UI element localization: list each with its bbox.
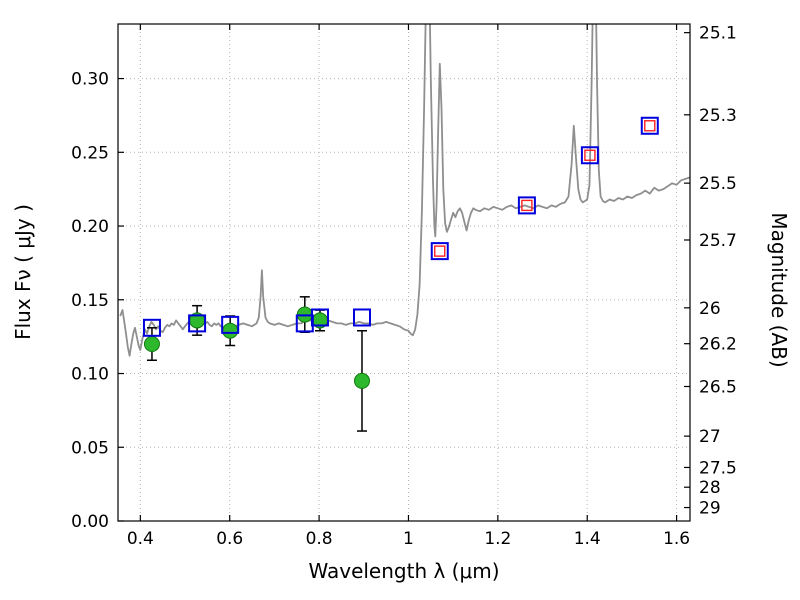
magnitude-tick-label: 25.3 (699, 106, 737, 126)
model-photometry-point (221, 315, 240, 334)
x-tick-label: 1.4 (574, 529, 601, 549)
model-photometry-point (188, 314, 207, 333)
x-tick-label: 1.6 (663, 529, 690, 549)
flux-tick-label: 0.05 (71, 438, 109, 458)
x-axis-label: Wavelength λ (μm) (308, 559, 499, 583)
magnitude-tick-label: 27 (699, 427, 721, 447)
flux-tick-label: 0.25 (71, 143, 109, 163)
magnitude-tick-label: 25.5 (699, 174, 737, 194)
x-tick-label: 1.2 (484, 529, 511, 549)
magnitude-tick-label: 29 (699, 499, 721, 519)
x-tick-label: 0.8 (306, 529, 333, 549)
observed-point (222, 322, 239, 339)
x-tick-label: 1 (403, 529, 414, 549)
magnitude-tick-label: 26 (699, 299, 721, 319)
grid (118, 24, 690, 522)
flux-tick-label: 0.15 (71, 291, 109, 311)
model-photometry-point (310, 308, 329, 327)
right-y-axis-label: Magnitude (AB) (767, 212, 791, 367)
plot-frame (117, 23, 691, 522)
magnitude-tick-label: 25.7 (699, 231, 737, 251)
model-photometry-point (517, 196, 536, 215)
flux-tick-label: 0.00 (71, 512, 109, 532)
model-photometry-inner-point (584, 149, 596, 161)
observed-point (143, 336, 160, 353)
model-photometry-point (580, 146, 599, 165)
model-photometry-point (430, 242, 449, 261)
model-photometry-point (640, 116, 659, 135)
magnitude-tick-label: 25.1 (699, 24, 737, 44)
ticks (118, 24, 690, 522)
observed-photometry (143, 296, 370, 432)
model-photometry-inner (434, 120, 656, 257)
flux-tick-label: 0.20 (71, 217, 109, 237)
model-photometry-inner-point (521, 199, 533, 212)
model-photometry (142, 116, 659, 337)
magnitude-tick-label: 28 (699, 478, 721, 498)
model-photometry-inner-point (644, 120, 656, 132)
model-photometry-point (142, 318, 161, 337)
x-tick-label: 0.6 (216, 529, 243, 549)
tick-labels: 0.4 0.6 0.8 1 1.2 1.4 1.6 0.00 0.05 0.10 0.15 0.20 0… (71, 24, 737, 549)
observed-point (353, 372, 370, 389)
galaxy-spectrum-line (119, 24, 690, 357)
magnitude-tick-label: 26.5 (699, 377, 737, 397)
magnitude-tick-label: 27.5 (699, 458, 737, 478)
x-tick-label: 0.4 (127, 529, 154, 549)
model-photometry-inner-point (434, 245, 446, 257)
flux-tick-label: 0.10 (71, 365, 109, 385)
left-y-axis-label: Flux Fν ( μJy ) (11, 204, 35, 340)
model-photometry-point (352, 308, 371, 327)
flux-tick-label: 0.30 (71, 70, 109, 90)
magnitude-tick-label: 26.2 (699, 335, 737, 355)
